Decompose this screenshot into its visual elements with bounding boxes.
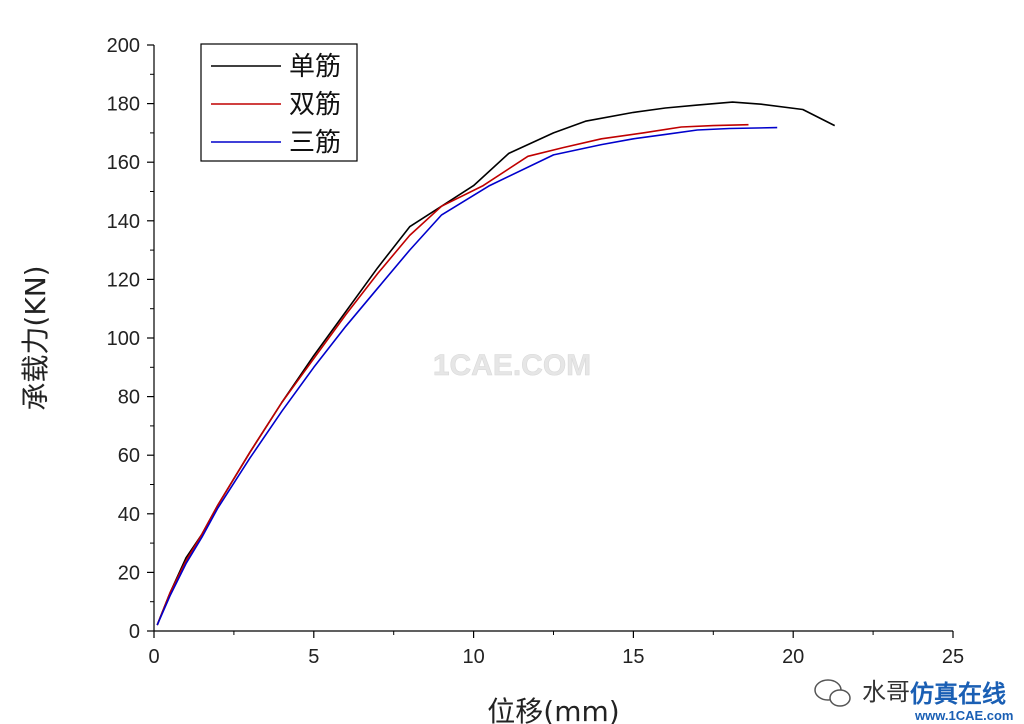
- x-tick-label: 15: [622, 646, 644, 668]
- y-axis-title: 承载力(KN): [19, 265, 52, 410]
- legend-label: 双筋: [289, 90, 341, 120]
- y-tick-label: 160: [107, 152, 140, 174]
- x-tick-label: 0: [148, 646, 159, 668]
- y-tick-label: 180: [107, 94, 140, 116]
- y-tick-label: 80: [118, 387, 140, 409]
- y-tick-label: 0: [129, 621, 140, 643]
- x-axis-title: 位移(mm): [487, 695, 619, 724]
- axes: 0 20 40 60 80 100 120 140 160 180 200 0 5 10 15 20 25: [107, 35, 965, 668]
- x-tick-label: 20: [782, 646, 804, 668]
- y-tick-label: 20: [118, 562, 140, 584]
- x-tick-label: 25: [942, 646, 964, 668]
- corner-watermark-site: www.1CAE.com: [914, 708, 1013, 723]
- x-tick-label: 5: [308, 646, 319, 668]
- corner-watermark-brand: 仿真在线: [910, 680, 1006, 708]
- x-tick-label: 10: [462, 646, 484, 668]
- y-tick-label: 60: [118, 445, 140, 467]
- watermark-center-text: 1CAE.COM: [433, 349, 591, 382]
- corner-watermark-text: 水哥: [862, 678, 910, 706]
- wechat-icon: [814, 679, 851, 707]
- series-line-2: [156, 123, 749, 626]
- y-tick-label: 140: [107, 211, 140, 233]
- series-layer: [156, 101, 836, 626]
- y-tick-label: 120: [107, 269, 140, 291]
- legend-label: 三筋: [289, 128, 341, 158]
- y-tick-label: 40: [118, 504, 140, 526]
- watermark: 1CAE.COM: [433, 349, 592, 383]
- corner-watermark: 水哥 仿真在线 www.1CAE.com: [814, 678, 1013, 723]
- y-tick-label: 100: [107, 328, 140, 350]
- axis-labels: 位移(mm) 承载力(KN): [19, 265, 620, 724]
- series-line-3: [156, 126, 778, 626]
- y-tick-label: 200: [107, 35, 140, 57]
- legend-label: 单筋: [289, 52, 341, 82]
